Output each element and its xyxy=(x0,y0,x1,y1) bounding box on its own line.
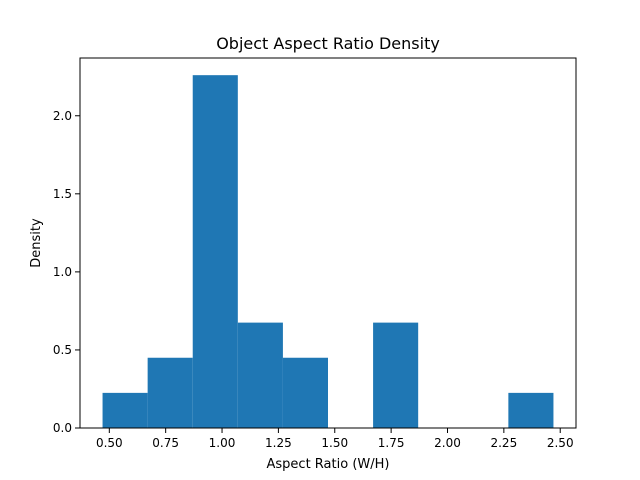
x-axis: 0.50 0.75 1.00 1.25 1.50 1.75 2.00 2.25 2.50 xyxy=(96,428,574,450)
histogram-bar-1 xyxy=(147,357,193,428)
histogram-bar-6 xyxy=(373,322,419,428)
x-axis-label: Aspect Ratio (W/H) xyxy=(267,457,390,472)
y-tick-label: 1.0 xyxy=(53,265,72,279)
histogram-bar-0 xyxy=(102,392,148,428)
x-tick-label: 0.50 xyxy=(96,436,123,450)
x-tick-label: 1.00 xyxy=(209,436,236,450)
histogram-bar-9 xyxy=(508,392,554,428)
y-tick-label: 0.5 xyxy=(53,343,72,357)
y-axis-label: Density xyxy=(29,218,44,268)
histogram-bars xyxy=(102,75,554,429)
x-tick-label: 1.25 xyxy=(265,436,292,450)
x-tick-label: 2.50 xyxy=(547,436,574,450)
histogram-bar-4 xyxy=(282,357,328,428)
histogram-bar-2 xyxy=(192,75,238,429)
y-tick-label: 2.0 xyxy=(53,109,72,123)
x-tick-label: 0.75 xyxy=(152,436,179,450)
x-tick-label: 1.75 xyxy=(378,436,405,450)
y-tick-label: 1.5 xyxy=(53,187,72,201)
y-axis: 0.0 0.5 1.0 1.5 2.0 xyxy=(53,109,80,435)
x-tick-label: 2.25 xyxy=(490,436,517,450)
x-tick-label: 2.00 xyxy=(434,436,461,450)
y-tick-label: 0.0 xyxy=(53,421,72,435)
plot-frame xyxy=(79,57,577,429)
histogram-bar-3 xyxy=(237,322,283,428)
chart-title: Object Aspect Ratio Density xyxy=(216,34,440,53)
x-tick-label: 1.50 xyxy=(321,436,348,450)
